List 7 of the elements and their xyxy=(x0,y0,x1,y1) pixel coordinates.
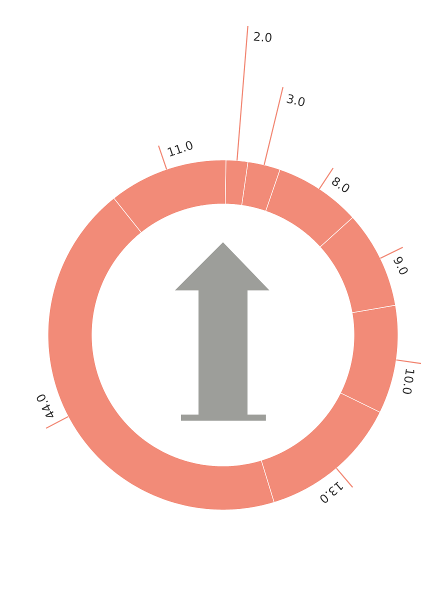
data-label: 2.0 xyxy=(254,32,272,42)
data-label: 10.0 xyxy=(402,369,414,394)
data-label: 44.0 xyxy=(36,394,54,418)
data-label: 3.0 xyxy=(286,94,305,106)
data-label: 9.0 xyxy=(394,256,408,274)
data-label: 11.0 xyxy=(168,141,192,157)
data-label: 8.0 xyxy=(332,177,350,192)
